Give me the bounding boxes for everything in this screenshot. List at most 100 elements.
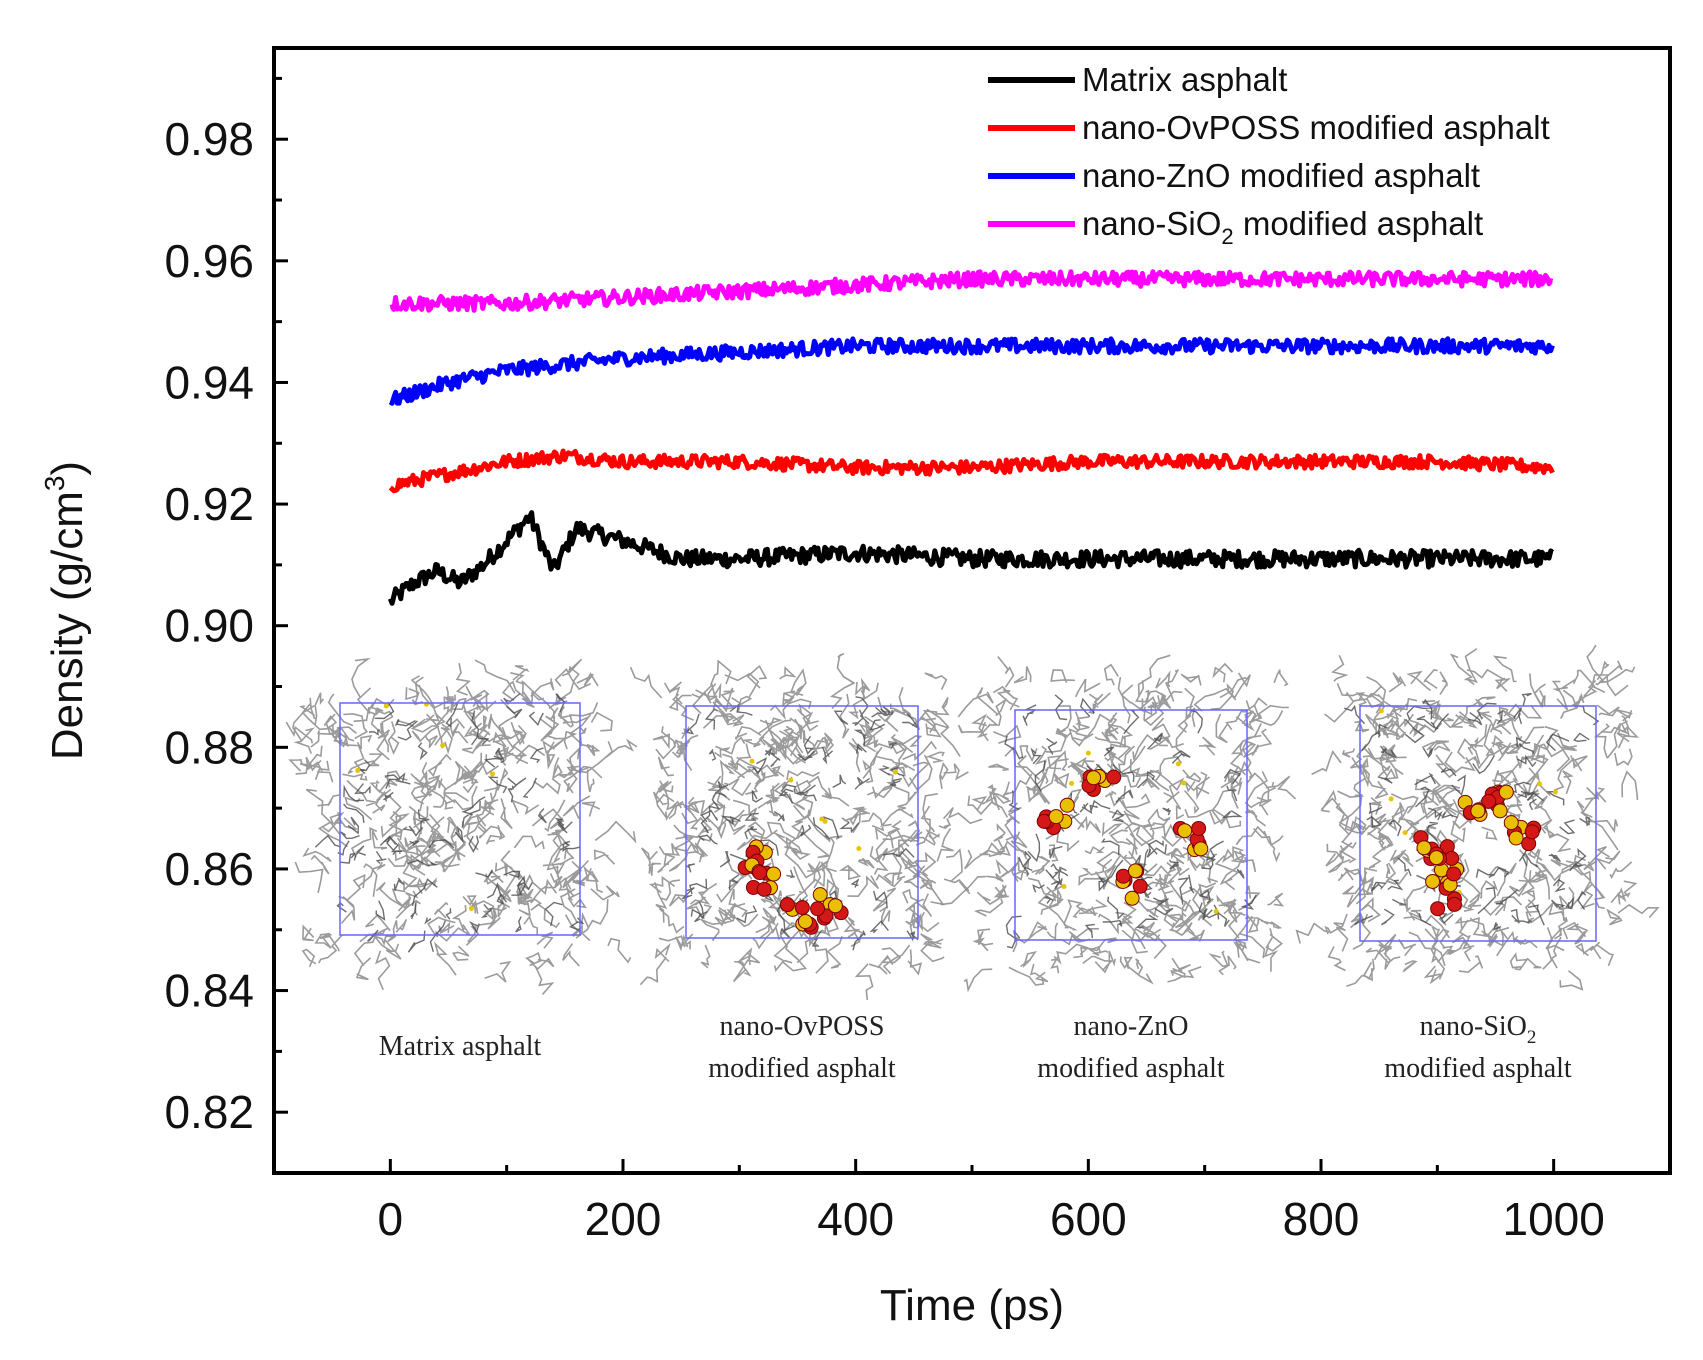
sulfur-atom xyxy=(822,818,828,824)
x-axis-title: Time (ps) xyxy=(880,1281,1064,1330)
legend-label: nano-OvPOSS modified asphalt xyxy=(1082,109,1550,146)
y-tick-label: 0.94 xyxy=(164,356,254,408)
inset-caption-text: nano-ZnO xyxy=(1073,1011,1188,1042)
nanoparticle-atom xyxy=(1508,830,1524,846)
series-line xyxy=(388,448,1555,494)
molecule-chains xyxy=(285,657,638,996)
inset-caption: nano-SiO2 xyxy=(1420,1011,1537,1048)
inset-caption: modified asphalt xyxy=(708,1053,896,1084)
nanoparticle-atom xyxy=(1425,873,1441,889)
nanoparticle-atom xyxy=(1416,840,1432,856)
series-line xyxy=(387,510,1555,606)
simulation-cell xyxy=(1359,705,1597,942)
sulfur-atom xyxy=(440,742,446,748)
series-line xyxy=(388,336,1555,406)
inset-caption: nano-OvPOSS xyxy=(720,1011,885,1042)
nanoparticle-atom xyxy=(1106,769,1122,785)
inset-caption-text: nano-SiO xyxy=(1420,1011,1527,1042)
nanoparticle-atom xyxy=(1492,803,1508,819)
legend-label-main: Matrix asphalt xyxy=(1082,61,1287,98)
nanoparticle-atom xyxy=(1177,823,1193,839)
legend-label: nano-SiO2 modified asphalt xyxy=(1082,205,1483,249)
sulfur-atom xyxy=(892,769,898,775)
y-tick-label: 0.90 xyxy=(164,600,254,652)
inset-caption-sub: 2 xyxy=(1527,1027,1537,1048)
inset-caption: Matrix asphalt xyxy=(379,1031,542,1062)
x-tick-label: 600 xyxy=(1050,1193,1127,1245)
legend-label-tail: modified asphalt xyxy=(1234,205,1483,242)
y-tick-label: 0.84 xyxy=(164,965,254,1017)
nanoparticle-atom xyxy=(1048,809,1064,825)
sulfur-atom xyxy=(489,771,495,777)
inset-caption-text: modified asphalt xyxy=(708,1053,896,1084)
inset-structure: Matrix asphalt xyxy=(285,657,638,1062)
nanoparticle-atom xyxy=(1428,850,1444,866)
nanoparticle-atom xyxy=(1127,863,1143,879)
nanoparticle-atom xyxy=(1086,770,1102,786)
simulation-cell xyxy=(685,705,919,939)
sulfur-atom xyxy=(1378,708,1384,714)
nanoparticle-atom xyxy=(810,901,826,917)
nanoparticle-atom xyxy=(756,881,772,897)
x-tick-label: 400 xyxy=(817,1193,894,1245)
nanoparticle-atom xyxy=(752,865,768,881)
nanoparticle-atom xyxy=(1481,793,1497,809)
nanoparticle-atom xyxy=(1124,890,1140,906)
x-axis: 0 200 400 600 800 1000 xyxy=(378,1159,1605,1245)
inset-caption-text: nano-OvPOSS xyxy=(720,1011,885,1042)
nanoparticle-atom xyxy=(1430,901,1446,917)
legend: Matrix asphalt nano-OvPOSS modified aspha… xyxy=(988,61,1550,249)
sulfur-atom xyxy=(1061,884,1067,890)
simulation-cell xyxy=(339,702,581,936)
nanoparticle-atom xyxy=(1524,824,1540,840)
inset-structure: nano-ZnO modified asphalt xyxy=(940,654,1297,1084)
nanoparticle-atom xyxy=(794,900,810,916)
nanoparticle-atom xyxy=(1470,803,1486,819)
nanoparticle-atom xyxy=(779,897,795,913)
inset-structure: nano-OvPOSS modified asphalt xyxy=(629,652,983,1084)
sulfur-atom xyxy=(1213,908,1219,914)
y-tick-label: 0.82 xyxy=(164,1086,254,1138)
y-tick-label: 0.96 xyxy=(164,235,254,287)
molecule-chains-dark xyxy=(314,692,585,953)
legend-label-main: nano-SiO xyxy=(1082,205,1221,242)
molecule-chains xyxy=(629,652,983,1001)
legend-label: nano-ZnO modified asphalt xyxy=(1082,157,1480,194)
nanoparticle-atom xyxy=(1191,820,1207,836)
nanoparticle-atom xyxy=(1059,797,1075,813)
y-tick-label: 0.92 xyxy=(164,478,254,530)
nanoparticle-atom xyxy=(827,898,843,914)
nanoparticle-atom xyxy=(1446,866,1462,882)
y-tick-label: 0.88 xyxy=(164,721,254,773)
nanoparticle-atom xyxy=(1132,878,1148,894)
nanoparticle-atom xyxy=(797,914,813,930)
x-tick-label: 1000 xyxy=(1502,1193,1604,1245)
y-tick-label: 0.98 xyxy=(164,113,254,165)
y-axis-title-close: ) xyxy=(43,461,92,476)
nanoparticle-atom xyxy=(1498,784,1514,800)
legend-label-main: nano-OvPOSS modified asphalt xyxy=(1082,109,1550,146)
sulfur-atom xyxy=(1181,780,1187,786)
sulfur-atom xyxy=(856,846,862,852)
nanoparticle-atom xyxy=(1446,896,1462,912)
x-tick-label: 200 xyxy=(585,1193,662,1245)
sulfur-atom xyxy=(383,703,389,709)
y-tick-label: 0.86 xyxy=(164,843,254,895)
legend-label-sub: 2 xyxy=(1221,224,1233,249)
sulfur-atom xyxy=(1388,796,1394,802)
y-axis-title-main: Density (g/cm xyxy=(43,491,92,760)
nanoparticle-atom xyxy=(812,887,828,903)
nanoparticle-atom xyxy=(1503,815,1519,831)
x-tick-label: 800 xyxy=(1283,1193,1360,1245)
sulfur-atom xyxy=(355,767,361,773)
nanoparticle-atom xyxy=(766,866,782,882)
inset-structure: nano-SiO2 modified asphalt xyxy=(1295,644,1660,1084)
series-line xyxy=(389,269,1554,313)
sulfur-atom xyxy=(1085,750,1091,756)
y-axis: 0.82 0.84 0.86 0.88 0.90 0.92 0.94 0.96 0.98 xyxy=(164,76,288,1138)
simulation-cell xyxy=(1014,709,1248,941)
inset-caption-text: modified asphalt xyxy=(1037,1053,1225,1084)
inset-caption-text: Matrix asphalt xyxy=(379,1031,542,1062)
sulfur-atom xyxy=(1175,761,1181,767)
